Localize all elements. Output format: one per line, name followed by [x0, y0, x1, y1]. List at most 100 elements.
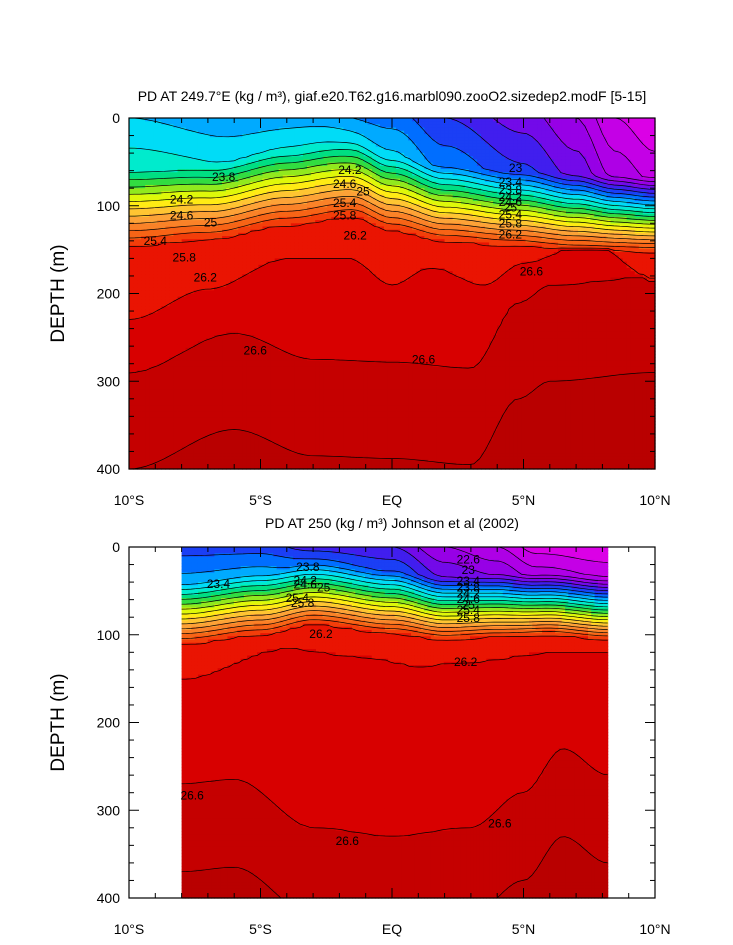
- field-cell: [197, 366, 203, 371]
- field-cell: [169, 258, 175, 263]
- field-cell: [133, 133, 138, 138]
- field-cell: [173, 248, 179, 253]
- field-cell: [169, 143, 175, 148]
- field-cell: [157, 379, 162, 384]
- field-cell: [169, 427, 175, 432]
- field-cell: [149, 408, 154, 413]
- field-cell: [157, 156, 162, 161]
- field-cell: [222, 248, 227, 253]
- field-cell: [137, 137, 142, 141]
- field-cell: [197, 245, 203, 250]
- field-cell: [234, 191, 239, 196]
- field-cell: [165, 350, 171, 355]
- field-cell: [213, 395, 219, 400]
- field-cell: [185, 248, 191, 253]
- field-cell: [129, 143, 134, 148]
- field-cell: [157, 315, 162, 320]
- field-cell: [177, 363, 183, 368]
- field-cell: [177, 178, 183, 183]
- field-cell: [197, 382, 203, 387]
- field-cell: [197, 207, 203, 212]
- field-cell: [193, 178, 199, 183]
- field-cell: [213, 392, 219, 397]
- field-cell: [157, 453, 162, 457]
- field-cell: [141, 252, 146, 256]
- field-cell: [149, 449, 154, 454]
- field-cell: [165, 373, 171, 378]
- field-cell: [129, 121, 134, 125]
- field-cell: [201, 290, 207, 295]
- field-cell: [209, 382, 215, 387]
- field-cell: [129, 261, 134, 266]
- field-cell: [181, 389, 187, 394]
- field-cell: [145, 191, 150, 196]
- field-cell: [234, 459, 239, 464]
- field-cell: [141, 315, 146, 320]
- field-cell: [201, 165, 207, 170]
- field-cell: [185, 405, 191, 409]
- field-cell: [222, 197, 227, 202]
- field-cell: [153, 200, 158, 205]
- field-cell: [133, 137, 138, 141]
- field-cell: [205, 296, 211, 301]
- field-cell: [230, 347, 235, 352]
- field-cell: [189, 370, 195, 374]
- field-cell: [153, 255, 158, 259]
- field-cell: [234, 293, 239, 298]
- field-cell: [218, 245, 223, 250]
- field-cell: [133, 334, 138, 339]
- field-cell: [153, 236, 158, 240]
- field-cell: [161, 271, 167, 275]
- field-cell: [218, 118, 223, 122]
- field-cell: [209, 204, 215, 208]
- field-cell: [157, 277, 162, 282]
- field-cell: [161, 140, 167, 145]
- field-cell: [226, 271, 231, 275]
- field-cell: [213, 200, 219, 205]
- field-cell: [153, 204, 158, 208]
- field-cell: [177, 354, 183, 358]
- field-cell: [193, 456, 199, 461]
- field-cell: [197, 283, 203, 288]
- field-cell: [177, 236, 183, 240]
- field-cell: [201, 137, 207, 141]
- field-cell: [193, 315, 199, 320]
- field-cell: [149, 443, 154, 448]
- field-cell: [169, 430, 175, 435]
- field-cell: [141, 287, 146, 291]
- field-cell: [234, 149, 239, 154]
- field-cell: [209, 443, 215, 448]
- field-cell: [238, 338, 243, 342]
- field-cell: [149, 363, 154, 368]
- field-cell: [226, 143, 231, 148]
- field-cell: [165, 376, 171, 381]
- field-cell: [173, 319, 179, 323]
- field-cell: [133, 121, 138, 125]
- field-cell: [149, 175, 154, 180]
- field-cell: [234, 280, 239, 285]
- field-cell: [218, 398, 223, 403]
- field-cell: [209, 465, 215, 470]
- field-cell: [222, 258, 227, 263]
- field-cell: [181, 290, 187, 295]
- field-cell: [222, 417, 227, 422]
- field-cell: [169, 296, 175, 301]
- field-cell: [169, 197, 175, 202]
- field-cell: [157, 401, 162, 406]
- field-cell: [149, 290, 154, 295]
- field-cell: [213, 204, 219, 208]
- field-cell: [185, 232, 191, 237]
- field-cell: [137, 437, 142, 441]
- field-cell: [222, 341, 227, 346]
- field-cell: [145, 277, 150, 282]
- field-cell: [169, 124, 175, 129]
- field-cell: [226, 226, 231, 231]
- field-cell: [165, 389, 171, 394]
- field-cell: [205, 229, 211, 234]
- field-cell: [157, 283, 162, 288]
- field-cell: [205, 446, 211, 451]
- field-cell: [234, 462, 239, 467]
- field-cell: [201, 140, 207, 145]
- field-cell: [218, 299, 223, 304]
- field-cell: [234, 245, 239, 250]
